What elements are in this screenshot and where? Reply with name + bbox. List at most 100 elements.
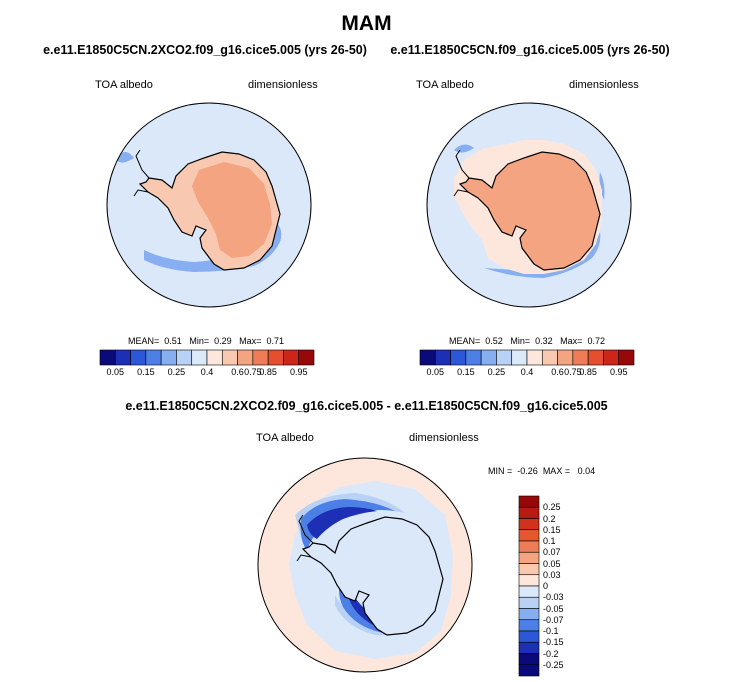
map2-colorbar-box — [618, 349, 635, 366]
map2-colorbar-label: 0.95 — [609, 367, 628, 377]
diff-colorbar-box — [518, 608, 540, 621]
map2-colorbar-labels: 0.05 0.15 0.25 0.4 0.6 0.75 0.85 0.95 — [420, 367, 634, 379]
map2-max-label: Max= — [560, 336, 583, 346]
map1-colorbar-box — [283, 349, 300, 366]
map1-mean-label: MEAN= — [128, 336, 160, 346]
map1-colorbar-box — [176, 349, 193, 366]
diff-colorbar-box — [518, 551, 540, 564]
diff-antarctica — [301, 516, 444, 636]
map1-colorbar — [99, 349, 315, 366]
diff-colorbar-box — [518, 518, 540, 531]
map2-stats: MEAN= 0.52 Min= 0.32 Max= 0.72 — [449, 336, 605, 346]
diff-colorbar-label: -0.03 — [543, 592, 564, 603]
map2-min: 0.32 — [535, 336, 553, 346]
map2-colorbar-box — [557, 349, 574, 366]
map1-min: 0.29 — [214, 336, 232, 346]
map2-variable: TOA albedo — [416, 79, 474, 91]
diff-colorbar-label: 0.05 — [543, 558, 561, 569]
diff-negative-band-north — [300, 499, 395, 551]
map1-colorbar-box — [145, 349, 162, 366]
diff-colorbar — [518, 495, 540, 677]
diff-colorbar-label: 0.1 — [543, 536, 556, 546]
map1-variable: TOA albedo — [95, 79, 153, 91]
map2-min-label: Min= — [510, 336, 531, 346]
diff-colorbar-box — [518, 495, 540, 508]
map1-plateau — [192, 162, 272, 258]
diff-colorbar-box — [518, 641, 540, 654]
map1-colorbar-label: 0.05 — [106, 367, 125, 377]
map2-colorbar-label: 0.6 — [551, 367, 564, 377]
figure-title: MAM — [341, 12, 392, 35]
map1-colorbar-box — [252, 349, 269, 366]
map1-colorbar-label: 0.4 — [200, 367, 214, 377]
diff-peninsula — [296, 514, 314, 562]
diff-colorbar-label: -0.07 — [543, 614, 564, 625]
diff-colorbar-box — [518, 596, 540, 609]
diff-polar-map — [257, 457, 473, 673]
map2-colorbar — [419, 349, 635, 366]
map2-colorbar-box — [572, 349, 589, 366]
map2-colorbar-box — [496, 349, 513, 366]
map2-colorbar-box — [526, 349, 543, 366]
map1-peninsula — [133, 149, 150, 197]
map2-colorbar-box — [541, 349, 558, 366]
map1-colorbar-labels: 0.05 0.15 0.25 0.4 0.6 0.75 0.85 0.95 — [100, 367, 314, 379]
diff-colorbar-box — [518, 664, 540, 677]
map1-colorbar-label: 0.75 — [244, 367, 262, 377]
diff-max: 0.04 — [577, 466, 596, 476]
diff-colorbar-label: 0.25 — [543, 502, 561, 513]
map2-mean-label: MEAN= — [449, 336, 481, 346]
map1-colorbar-box — [114, 349, 131, 366]
map2-colorbar-label: 0.75 — [564, 367, 582, 377]
map2-colorbar-label: 0.4 — [520, 367, 534, 377]
map1-colorbar-box — [267, 349, 284, 366]
diff-min: -0.26 — [517, 466, 538, 476]
diff-colorbar-box — [518, 653, 540, 666]
diff-colorbar-label: 0.15 — [543, 524, 561, 535]
map1-colorbar-label: 0.15 — [137, 367, 155, 377]
map2-colorbar-box — [434, 349, 451, 366]
diff-colorbar-box — [518, 574, 540, 587]
map1-max-label: Max= — [239, 336, 262, 346]
map1-colorbar-box — [191, 349, 208, 366]
map2-colorbar-label: 0.85 — [579, 367, 597, 377]
map2-units: dimensionless — [569, 79, 639, 91]
map1-colorbar-label: 0.6 — [231, 367, 244, 377]
map1-mean: 0.51 — [164, 336, 182, 346]
map1-colorbar-box — [237, 349, 254, 366]
diff-colorbar-label: -0.2 — [543, 648, 559, 659]
diff-variable: TOA albedo — [256, 432, 314, 444]
map2-colorbar-box — [587, 349, 604, 366]
diff-colorbar-label: -0.1 — [543, 626, 559, 636]
diff-units: dimensionless — [409, 432, 479, 444]
map2-antarctica — [458, 151, 601, 271]
diff-max-label: MAX = — [542, 466, 571, 476]
map2-colorbar-box — [450, 349, 467, 366]
diff-colorbar-labels: 0.25 0.2 0.15 0.1 0.07 0.05 0.03 0 -0.03 -0.05 -0.… — [543, 496, 583, 676]
diff-negative-core-south — [349, 585, 415, 628]
diff-negative-core-north — [307, 507, 377, 539]
diff-negative-band-south — [339, 573, 423, 634]
map1-title: e.e11.E1850C5CN.2XCO2.f09_g16.cice5.005 … — [43, 43, 367, 57]
diff-colorbar-label: -0.15 — [543, 637, 564, 648]
map2-max: 0.72 — [587, 336, 605, 346]
map2-peninsula — [453, 149, 470, 197]
diff-moderate-negative — [295, 493, 425, 636]
diff-colorbar-label: 0.07 — [543, 547, 561, 558]
diff-colorbar-label: 0 — [543, 581, 549, 591]
map1-colorbar-box — [298, 349, 315, 366]
diff-colorbar-label: -0.25 — [543, 659, 564, 670]
diff-colorbar-label: 0.03 — [543, 569, 561, 580]
map1-colorbar-label: 0.85 — [259, 367, 277, 377]
map2-colorbar-label: 0.15 — [457, 367, 475, 377]
diff-colorbar-box — [518, 619, 540, 632]
diff-colorbar-box — [518, 506, 540, 519]
diff-colorbar-box — [518, 529, 540, 542]
map1-colorbar-label: 0.25 — [167, 367, 186, 377]
diff-colorbar-label: 0.2 — [543, 513, 556, 524]
diff-colorbar-box — [518, 585, 540, 598]
map2-polar-map — [426, 102, 632, 308]
map2-colorbar-box — [419, 349, 436, 366]
diff-colorbar-box — [518, 540, 540, 553]
map1-units: dimensionless — [248, 79, 318, 91]
